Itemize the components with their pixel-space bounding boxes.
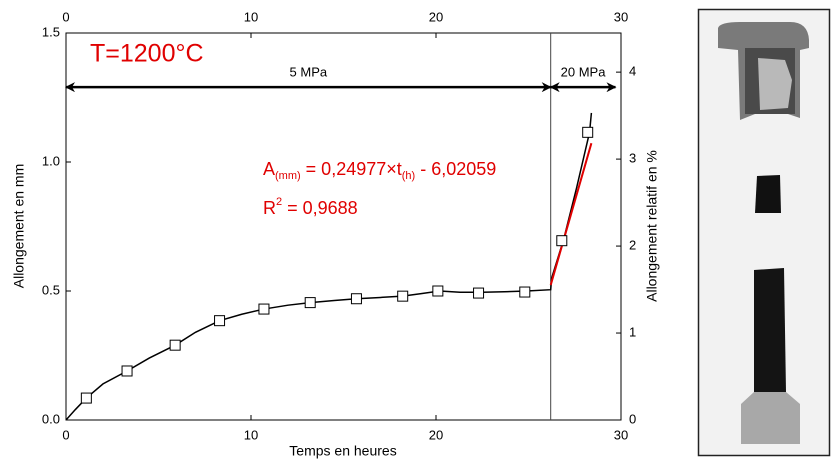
formula-sub: (h) — [402, 170, 415, 182]
data-marker — [556, 235, 568, 247]
y2-axis-label: Allongement relatif en % — [644, 150, 660, 302]
data-marker — [582, 126, 594, 138]
data-marker — [169, 339, 181, 351]
formula-part: - 6,02059 — [415, 159, 496, 179]
fit-formula: A(mm) = 0,24977×t(h) - 6,02059 — [263, 159, 496, 182]
fit-line — [549, 142, 593, 286]
y-tick-label: 1.0 — [42, 153, 60, 168]
data-marker — [258, 303, 270, 315]
y-tick-label: 0.0 — [42, 411, 60, 426]
x-tick-label: 20 — [429, 427, 443, 442]
y-axis-label: Allongement en mm — [11, 164, 27, 289]
r2-part: = 0,9688 — [282, 198, 358, 218]
plot-frame — [65, 32, 622, 421]
data-marker — [350, 293, 362, 305]
data-marker — [432, 285, 444, 297]
range-label: 20 MPa — [561, 65, 607, 80]
chart-title: T=1200°C — [90, 40, 204, 68]
data-marker — [214, 315, 226, 327]
data-marker — [397, 290, 409, 302]
r-squared: R2 = 0,9688 — [263, 196, 358, 218]
r2-sup: 2 — [276, 196, 282, 208]
data-marker — [80, 392, 92, 404]
y2-tick-label: 2 — [629, 238, 636, 253]
photo — [697, 8, 831, 457]
x2-tick-label: 10 — [244, 9, 258, 24]
y-tick-label: 1.5 — [42, 24, 60, 39]
formula-part: = 0,24977×t — [301, 159, 402, 179]
x2-tick-label: 20 — [429, 9, 443, 24]
x2-tick-label: 0 — [62, 9, 69, 24]
formula-part: A — [263, 159, 275, 179]
y2-tick-label: 1 — [629, 324, 636, 339]
r2-part: R — [263, 198, 276, 218]
x-axis-label: Temps en heures — [289, 443, 396, 459]
y-tick-label: 0.5 — [42, 282, 60, 297]
y2-tick-label: 0 — [629, 411, 636, 426]
data-marker — [519, 286, 531, 298]
data-marker — [121, 365, 133, 377]
y2-tick-label: 4 — [629, 64, 636, 79]
range-label: 5 MPa — [290, 65, 328, 80]
x-tick-label: 0 — [62, 427, 69, 442]
data-marker — [304, 297, 316, 309]
data-marker — [473, 287, 485, 299]
y2-tick-label: 3 — [629, 151, 636, 166]
x-tick-label: 30 — [614, 427, 628, 442]
x2-tick-label: 30 — [614, 9, 628, 24]
formula-sub: (mm) — [275, 170, 301, 182]
x-tick-label: 10 — [244, 427, 258, 442]
